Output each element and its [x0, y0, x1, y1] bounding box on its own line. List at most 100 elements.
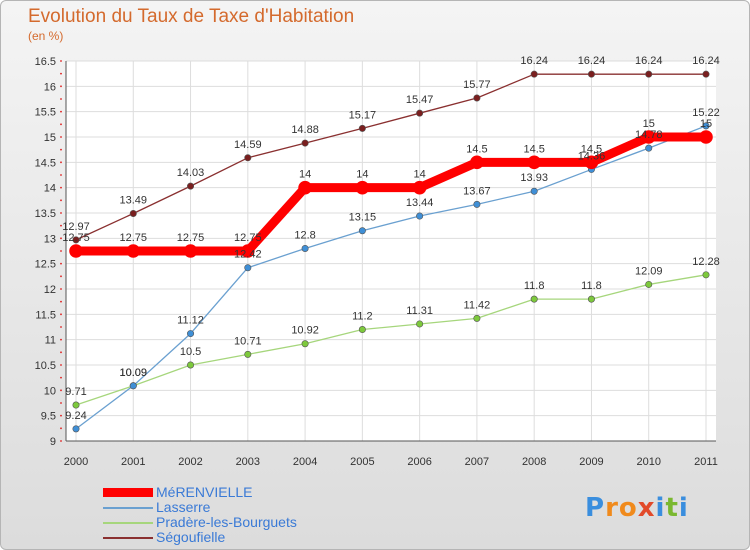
data-point [72, 236, 80, 244]
data-point [241, 244, 255, 258]
y-axis-minor-dot [60, 72, 62, 75]
data-label: 14 [414, 169, 426, 181]
data-point [645, 280, 653, 288]
data-label: 12.42 [234, 249, 262, 261]
y-axis-minor-dot [60, 174, 62, 176]
y-axis-minor-dot [60, 313, 62, 316]
y-axis-minor-dot [60, 199, 62, 202]
y-axis-minor-dot [60, 414, 62, 417]
data-point [530, 295, 538, 303]
y-axis-minor-dot [60, 300, 62, 303]
data-point [702, 122, 710, 130]
data-point [72, 401, 80, 409]
logo-letter: i [678, 493, 689, 523]
data-point [298, 180, 312, 195]
y-axis-minor-dot [60, 364, 62, 366]
y-tick-label: 12 [44, 284, 56, 296]
data-label: 14.59 [234, 139, 262, 151]
data-label: 14 [299, 169, 311, 181]
y-axis-minor-dot [60, 212, 62, 214]
data-label: 10.5 [180, 346, 201, 358]
y-axis-minor-dot [60, 60, 62, 62]
data-point [587, 295, 595, 303]
legend-swatch [103, 488, 153, 497]
y-axis-minor-dot [60, 136, 62, 138]
x-tick-label: 2005 [350, 456, 374, 468]
data-point [416, 212, 424, 220]
data-point [645, 144, 653, 152]
y-axis-minor-dot [60, 427, 62, 430]
data-label: 13.93 [520, 172, 548, 184]
x-tick-label: 2002 [178, 456, 202, 468]
series-line-4 [75, 73, 706, 241]
data-label: 14.5 [581, 143, 602, 155]
data-label: 10.92 [291, 325, 319, 337]
x-tick-label: 2011 [694, 456, 718, 468]
data-label: 12.75 [62, 232, 90, 244]
data-label: 13.15 [349, 212, 377, 224]
data-point [129, 210, 137, 218]
data-label: 12.75 [120, 232, 148, 244]
data-label: 14.36 [578, 150, 606, 162]
x-tick-label: 2001 [121, 456, 145, 468]
data-point [412, 180, 427, 195]
y-tick-label: 9.5 [41, 411, 56, 423]
data-point [473, 200, 481, 208]
data-label: 14.88 [291, 124, 319, 136]
data-point [645, 70, 653, 78]
legend-label: Lasserre [156, 499, 211, 515]
data-point [183, 244, 198, 258]
y-tick-label: 16 [44, 81, 56, 93]
data-point [187, 361, 195, 369]
data-label: 9.71 [65, 386, 86, 398]
y-tick-label: 11.5 [35, 309, 56, 321]
data-point [530, 187, 538, 195]
data-label: 13.67 [463, 185, 491, 197]
data-label: 11.8 [581, 280, 602, 292]
data-label: 15.47 [406, 94, 434, 106]
data-point [416, 320, 424, 328]
logo-letter: P [585, 493, 606, 523]
data-point [358, 326, 366, 334]
data-label: 14.03 [177, 167, 205, 179]
data-label: 9.24 [65, 410, 86, 422]
data-point [473, 314, 481, 322]
logo-letter: o [618, 493, 638, 523]
data-point [244, 350, 252, 358]
y-axis-minor-dot [60, 262, 62, 265]
x-tick-label: 2000 [64, 456, 88, 468]
x-tick-label: 2009 [579, 456, 603, 468]
data-label: 15.17 [349, 109, 377, 121]
data-label: 10.09 [120, 367, 148, 379]
data-point [69, 244, 83, 258]
y-axis-minor-dot [60, 288, 62, 290]
y-axis-minor-dot [60, 338, 62, 341]
data-label: 15.77 [463, 79, 491, 91]
y-axis-minor-dot [60, 186, 62, 189]
x-tick-label: 2008 [522, 456, 546, 468]
data-label: 10.09 [120, 367, 148, 379]
series-line-3 [75, 274, 707, 406]
y-tick-label: 11 [45, 335, 56, 347]
y-axis-minor-dot [60, 326, 62, 328]
data-label: 16.24 [578, 55, 606, 67]
y-tick-label: 13 [44, 233, 56, 245]
y-axis-minor-dot [60, 237, 62, 240]
legend-swatch [103, 537, 153, 539]
legend-swatch [103, 522, 153, 524]
y-axis-minor-dot [60, 123, 62, 126]
data-point [470, 155, 484, 170]
data-label: 11.12 [177, 315, 204, 327]
logo-letter: i [655, 493, 666, 523]
data-label: 16.24 [635, 55, 663, 67]
y-axis-minor-dot [60, 224, 62, 227]
data-label: 12.75 [234, 232, 262, 244]
data-point [72, 425, 80, 433]
series-line-1 [76, 132, 706, 256]
data-point [129, 382, 137, 390]
data-point [187, 182, 195, 190]
data-label: 14 [356, 169, 368, 181]
y-tick-label: 10 [44, 385, 56, 397]
